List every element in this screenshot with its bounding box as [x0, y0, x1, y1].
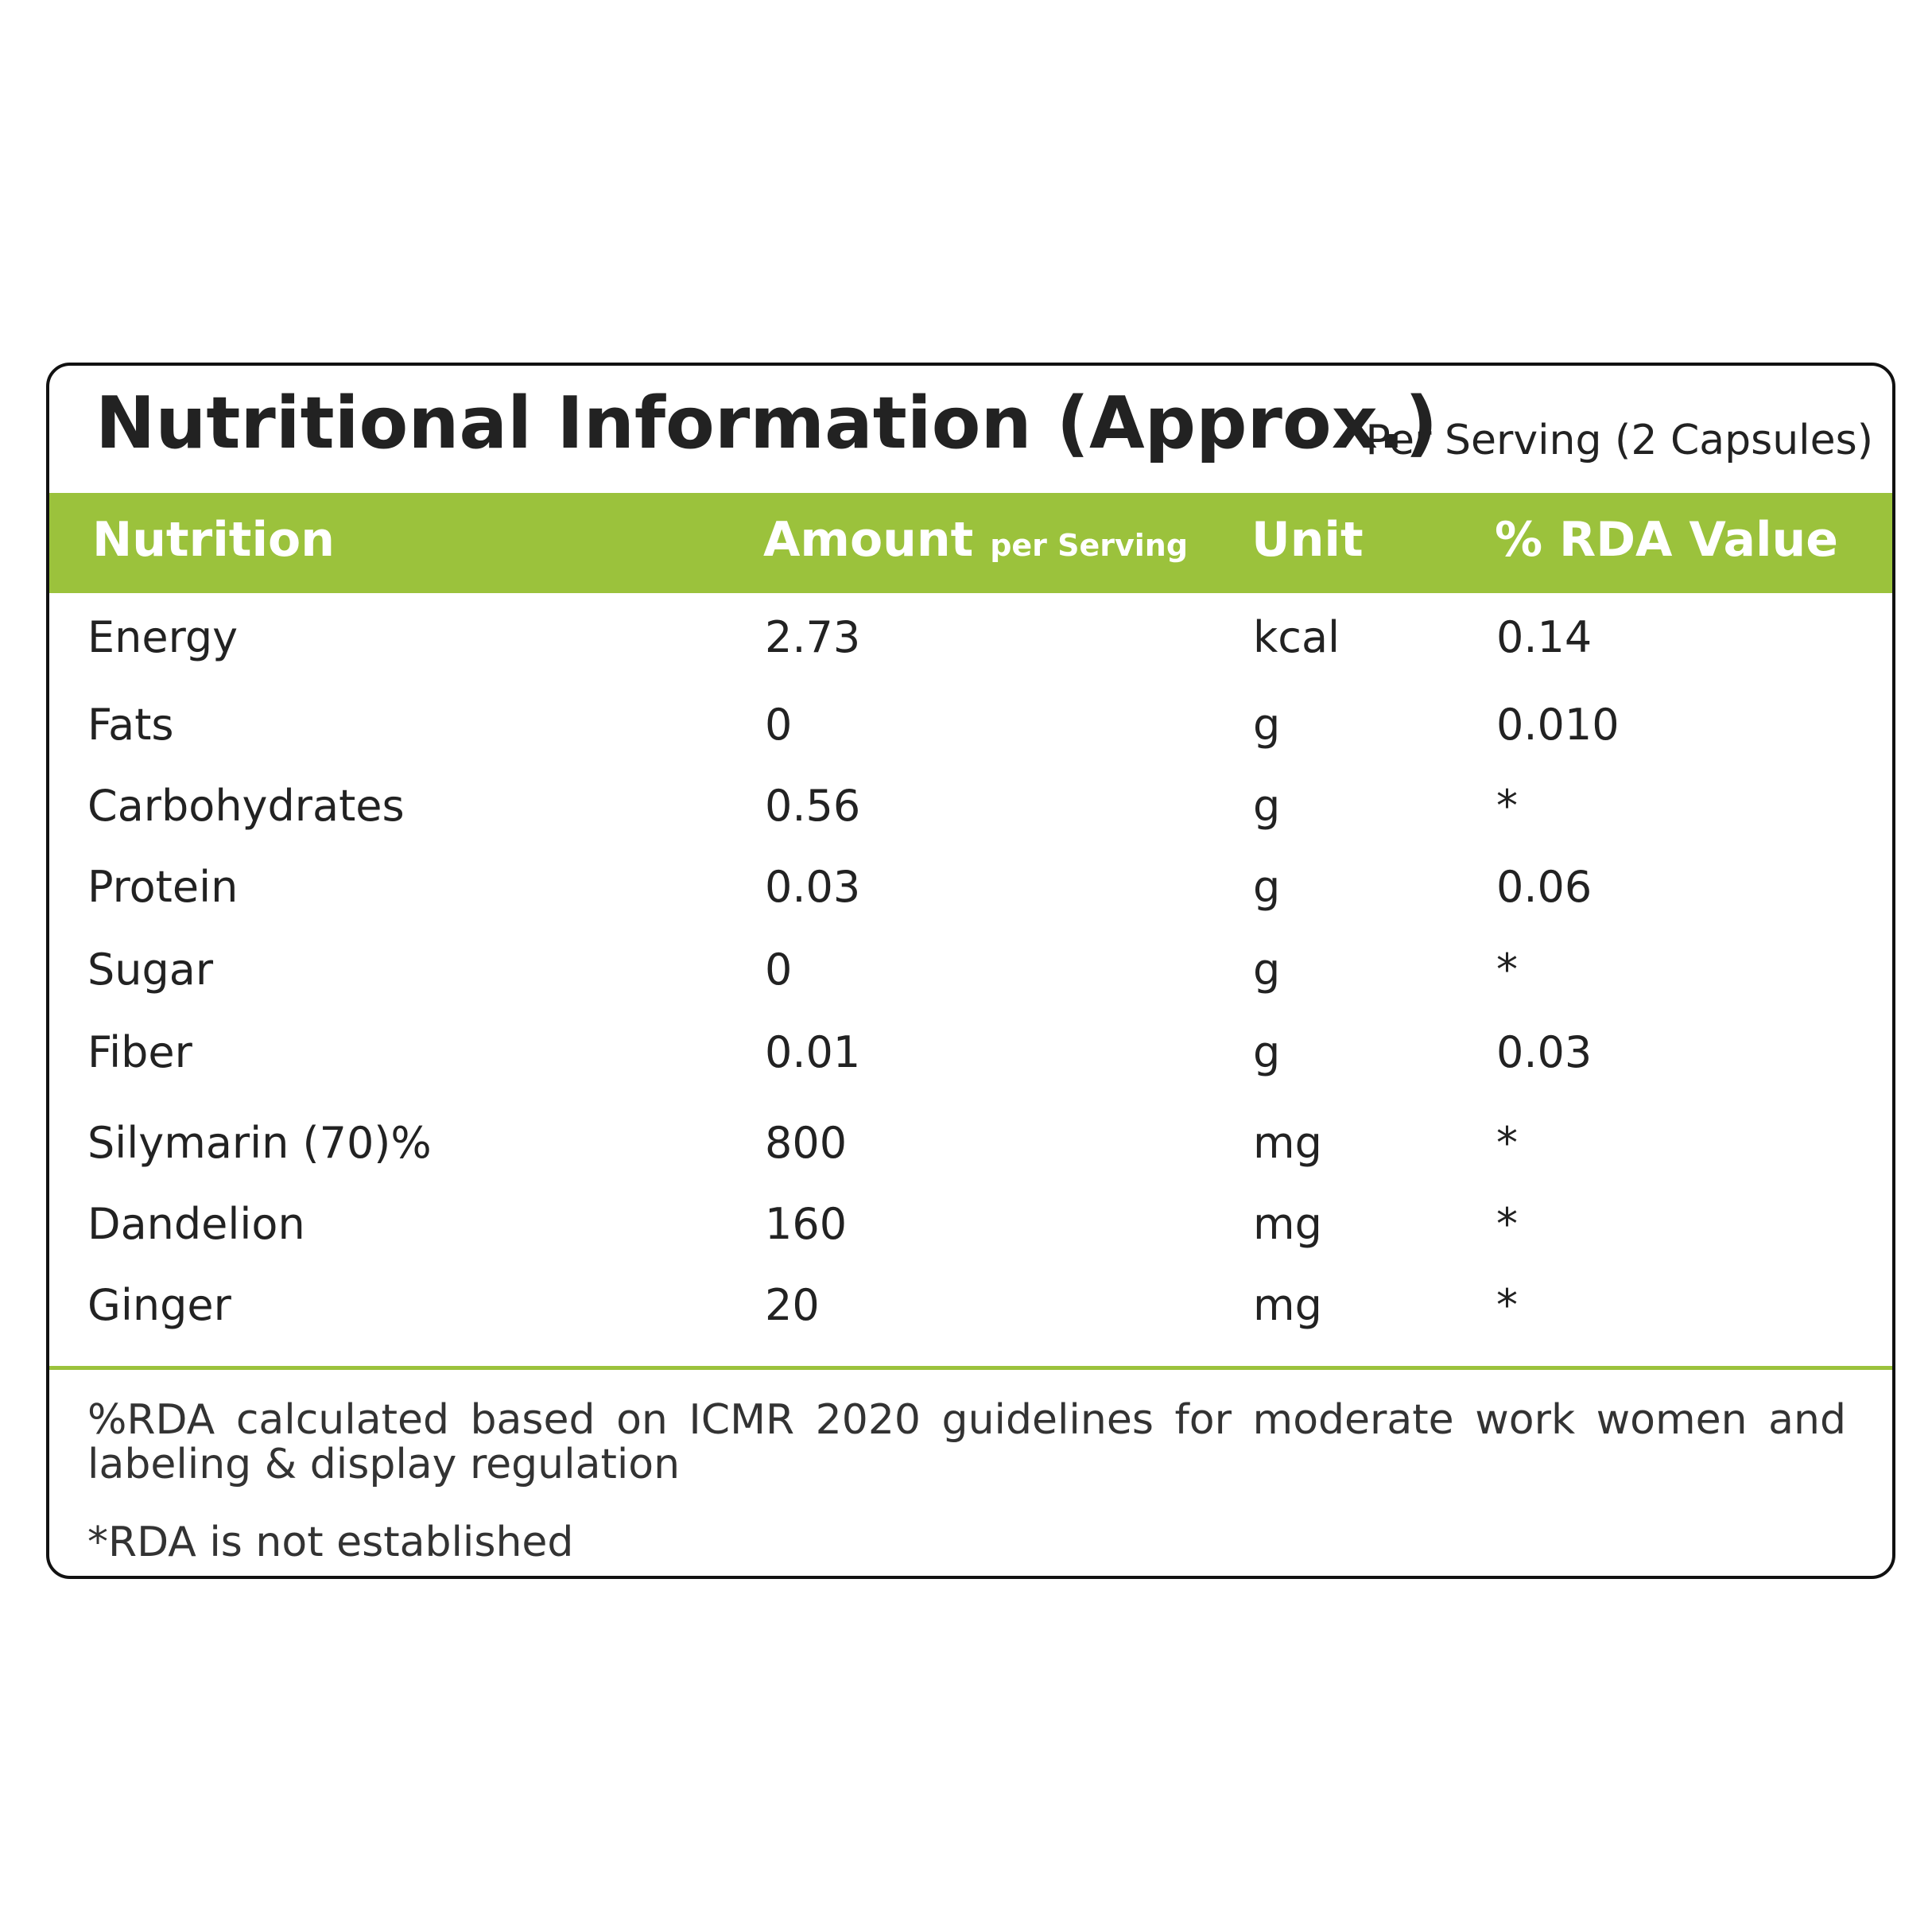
table-cell: 0.03	[1496, 1027, 1593, 1077]
header-cell: % RDA Value	[1495, 512, 1838, 568]
table-cell: *	[1496, 1280, 1518, 1330]
table-cell: 0	[765, 945, 793, 995]
table-cell: 0.14	[1496, 612, 1593, 662]
table-cell: g	[1253, 781, 1281, 831]
subtitle: Per Serving (2 Capsules)	[1365, 417, 1873, 464]
table-cell: Energy	[87, 612, 239, 662]
table-cell: 0.03	[765, 862, 861, 912]
header-note: per Serving	[990, 528, 1189, 563]
nutrition-card: Nutritional Information (Approx.) Per Se…	[46, 363, 1895, 1579]
table-cell: g	[1253, 700, 1281, 750]
table-cell: g	[1253, 945, 1281, 995]
table-cell: mg	[1253, 1118, 1322, 1168]
table-cell: *	[1496, 1118, 1518, 1168]
table-cell: Ginger	[87, 1280, 231, 1330]
table-cell: Protein	[87, 862, 239, 912]
table-cell: Dandelion	[87, 1199, 305, 1249]
footnote: %RDA calculated based on ICMR 2020 guide…	[87, 1396, 1846, 1488]
table-cell: mg	[1253, 1199, 1322, 1249]
header-cell: Unit	[1251, 512, 1364, 568]
divider	[49, 1366, 1892, 1370]
table-cell: Fiber	[87, 1027, 192, 1077]
header-text: Amount	[763, 512, 974, 568]
table-cell: 2.73	[765, 612, 861, 662]
table-cell: 800	[765, 1118, 848, 1168]
table-cell: *	[1496, 781, 1518, 831]
table-cell: g	[1253, 1027, 1281, 1077]
table-cell: 0.010	[1496, 700, 1620, 750]
table-cell: 160	[765, 1199, 848, 1249]
table-cell: 0	[765, 700, 793, 750]
table-cell: 0.56	[765, 781, 861, 831]
table-cell: mg	[1253, 1280, 1322, 1330]
table-cell: 0.01	[765, 1027, 861, 1077]
footnote: *RDA is not established	[87, 1519, 574, 1566]
table-cell: kcal	[1253, 612, 1340, 662]
header-cell: Amount per Serving	[763, 512, 1188, 568]
table-cell: g	[1253, 862, 1281, 912]
table-cell: Silymarin (70)%	[87, 1118, 432, 1168]
title: Nutritional Information (Approx.)	[95, 382, 1438, 465]
table-cell: 0.06	[1496, 862, 1593, 912]
table-cell: *	[1496, 945, 1518, 995]
table-cell: Sugar	[87, 945, 214, 995]
table-cell: Fats	[87, 700, 174, 750]
header-cell: Nutrition	[92, 512, 335, 568]
table-cell: *	[1496, 1199, 1518, 1249]
table-cell: Carbohydrates	[87, 781, 405, 831]
table-cell: 20	[765, 1280, 820, 1330]
header-band: Nutrition Amount per Serving Unit % RDA …	[49, 493, 1892, 593]
